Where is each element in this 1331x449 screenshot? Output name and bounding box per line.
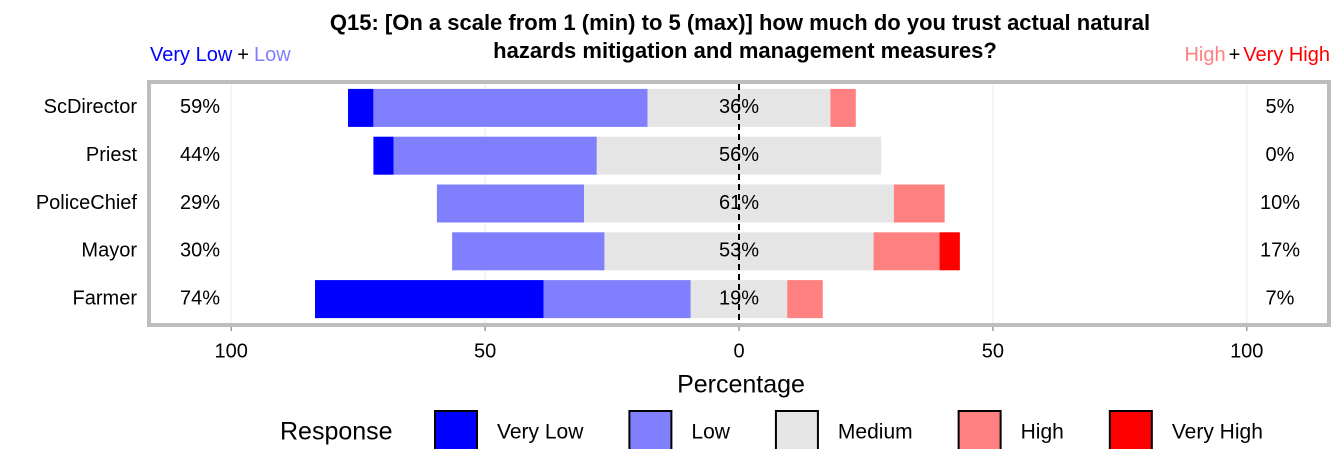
x-axis-label: Percentage [677, 371, 805, 399]
neutral-total-label: 61% [719, 192, 759, 214]
low-total-label: 44% [180, 144, 220, 166]
bar-segment [830, 88, 856, 127]
low-total-label: 59% [180, 96, 220, 118]
bar-segment [873, 232, 940, 271]
corner-label: + [1229, 44, 1241, 66]
corner-left: Very Low + Low [150, 44, 291, 66]
x-tick-label: 50 [474, 340, 496, 362]
bar-segment [393, 136, 597, 175]
bar-segment [787, 280, 823, 319]
high-total-label: 7% [1266, 287, 1295, 309]
low-total-label: 30% [180, 240, 220, 262]
legend-label: Medium [838, 421, 913, 444]
bar-segment [893, 184, 945, 223]
y-tick-label: Priest [86, 144, 138, 166]
neutral-total-label: 53% [719, 240, 759, 262]
chart-title: Q15: [On a scale from 1 (min) to 5 (max)… [330, 10, 1150, 35]
corner-label: High [1184, 44, 1225, 66]
chart-subtitle: hazards mitigation and management measur… [493, 38, 997, 63]
legend-label: Low [691, 421, 730, 444]
legend-label: High [1021, 421, 1064, 444]
x-tick-label: 100 [1230, 340, 1263, 362]
bar-segment [543, 280, 691, 319]
y-tick-label: ScDirector [44, 96, 138, 118]
panel-border [147, 80, 1331, 327]
y-tick-label: Mayor [81, 240, 137, 262]
legend-label: Very Low [497, 421, 584, 444]
corner-label: Very High [1243, 44, 1330, 66]
y-tick-label: PoliceChief [36, 192, 138, 214]
low-total-label: 74% [180, 287, 220, 309]
legend-swatch [434, 410, 478, 449]
bar-segment [436, 184, 585, 223]
corner-label: Low [254, 44, 291, 66]
high-total-label: 5% [1266, 96, 1295, 118]
high-total-label: 17% [1260, 240, 1300, 262]
legend-swatch [628, 410, 673, 449]
x-tick-label: 50 [982, 340, 1004, 362]
y-tick-label: Farmer [73, 287, 138, 309]
corner-label: + [237, 44, 249, 66]
bar-segment [373, 88, 648, 127]
bar-segment [348, 88, 374, 127]
legend-title: Response [280, 418, 393, 446]
bar-segment [315, 280, 544, 319]
legend-label: Very High [1172, 421, 1263, 444]
legend-swatch [957, 410, 1002, 449]
legend-swatch [774, 410, 819, 449]
bar-segment [373, 136, 394, 175]
x-tick-label: 100 [215, 340, 248, 362]
corner-right: High + Very High [1184, 44, 1330, 66]
bar-segment [452, 232, 605, 271]
low-total-label: 29% [180, 192, 220, 214]
high-total-label: 0% [1266, 144, 1295, 166]
corner-label: Very Low [150, 44, 233, 66]
x-tick-label: 0 [733, 340, 744, 362]
legend-swatch [1108, 410, 1153, 449]
bar-segment [939, 232, 960, 271]
high-total-label: 10% [1260, 192, 1300, 214]
